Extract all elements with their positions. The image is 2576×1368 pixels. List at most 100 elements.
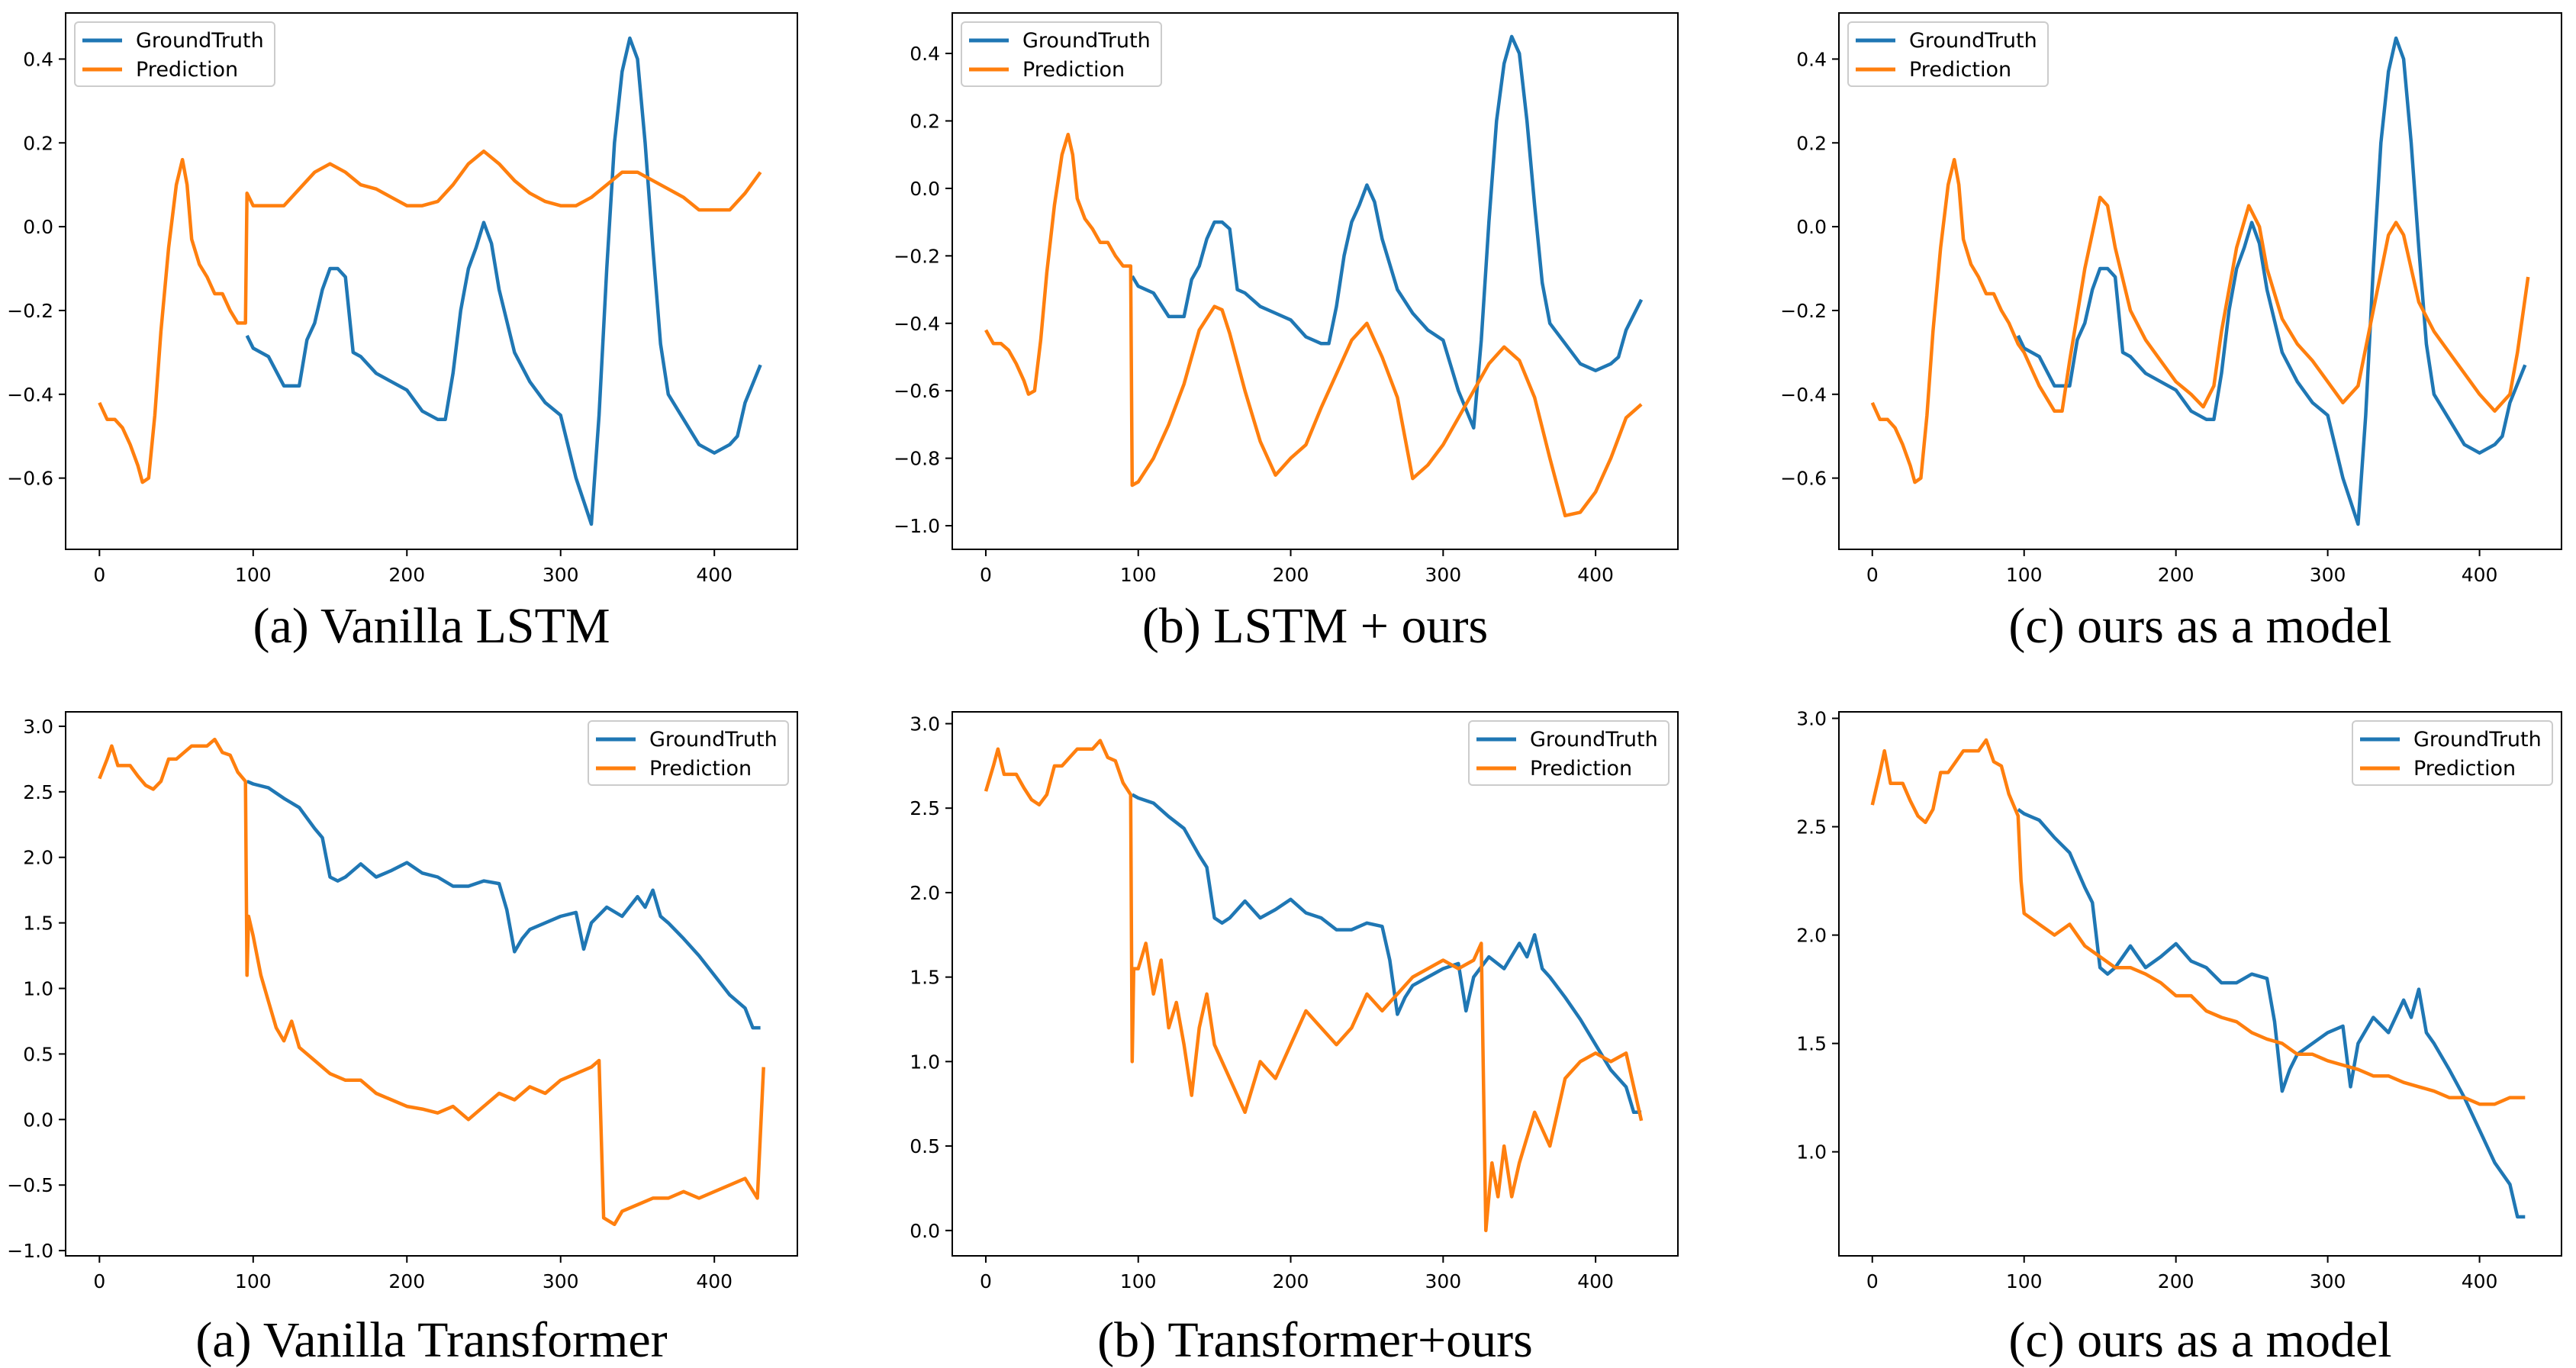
prediction-line <box>98 149 762 484</box>
plot-frame <box>952 12 1679 550</box>
prediction-line <box>984 739 1644 1233</box>
legend-label: GroundTruth <box>1530 728 1658 752</box>
plot-frame <box>1838 12 2562 550</box>
chart-caption: (b) LSTM + ours <box>1142 598 1488 654</box>
y-tick-label: 2.0 <box>910 882 940 904</box>
y-tick-label: 1.0 <box>910 1051 940 1073</box>
x-tick-label: 100 <box>2006 564 2043 586</box>
y-tick-label: −0.6 <box>7 468 53 490</box>
groundtruth-line <box>2017 807 2526 1219</box>
y-tick-label: 1.0 <box>23 978 53 1000</box>
y-tick-label: 2.5 <box>23 781 53 803</box>
legend-box <box>2352 720 2553 786</box>
x-tick-label: 100 <box>2006 1270 2043 1292</box>
x-tick-label: 200 <box>2158 1270 2194 1292</box>
chart-caption: (c) ours as a model <box>2008 1312 2391 1368</box>
y-tick-label: 2.0 <box>1796 925 1827 947</box>
x-tick-label: 0 <box>980 1270 992 1292</box>
x-tick-label: 200 <box>388 1270 425 1292</box>
y-tick-label: 1.5 <box>23 913 53 935</box>
chart-panel-5: 0 100 200 300 400 0.0 0.5 1.0 1.5 2.0 2.5 3.0 Ground… <box>910 711 1679 1368</box>
chart-caption: (b) Transformer+ours <box>1097 1312 1533 1368</box>
x-tick-label: 400 <box>2462 1270 2498 1292</box>
y-tick-label: −0.4 <box>7 384 53 406</box>
prediction-line <box>984 132 1643 518</box>
y-tick-label: 0.0 <box>910 178 940 200</box>
y-tick-label: 0.0 <box>23 216 53 238</box>
x-tick-label: 300 <box>1425 564 1461 586</box>
plot-frame <box>65 711 798 1257</box>
y-tick-label: −1.0 <box>894 515 940 537</box>
y-tick-label: 3.0 <box>23 716 53 738</box>
x-tick-label: 300 <box>543 564 579 586</box>
legend-box <box>74 21 275 87</box>
x-tick-label: 200 <box>2158 564 2194 586</box>
chart-caption: (c) ours as a model <box>2008 598 2391 654</box>
plot-frame <box>65 12 798 550</box>
legend: GroundTruth Prediction <box>2352 720 2553 786</box>
y-tick-label: 2.5 <box>1796 816 1827 839</box>
groundtruth-line <box>2016 36 2527 526</box>
legend-label: Prediction <box>1022 58 1125 82</box>
legend-label: GroundTruth <box>2413 728 2542 752</box>
legend-label: Prediction <box>136 58 238 82</box>
x-tick-label: 300 <box>2310 564 2346 586</box>
y-tick-label: 0.4 <box>1796 48 1827 70</box>
groundtruth-line <box>246 780 761 1030</box>
legend-label: GroundTruth <box>1022 29 1151 53</box>
y-tick-label: −1.0 <box>7 1240 53 1262</box>
x-tick-label: 200 <box>388 564 425 586</box>
x-tick-label: 0 <box>1866 564 1879 586</box>
y-tick-label: −0.4 <box>894 313 940 335</box>
y-tick-label: −0.4 <box>1780 384 1827 406</box>
x-tick-label: 400 <box>696 1270 733 1292</box>
groundtruth-line <box>245 36 762 526</box>
chart-panel-3: 0 100 200 300 400 −0.6 −0.4 −0.2 0.0 0.2 0.4 Ground… <box>1780 12 2562 654</box>
y-tick-label: 0.2 <box>910 110 940 132</box>
y-tick-label: 0.5 <box>23 1043 53 1065</box>
x-tick-label: 200 <box>1273 564 1309 586</box>
x-tick-label: 300 <box>1425 1270 1461 1292</box>
x-tick-label: 0 <box>1866 1270 1879 1292</box>
chart-panel-6: 0 100 200 300 400 1.0 1.5 2.0 2.5 3.0 GroundTruth P… <box>1796 708 2562 1368</box>
x-tick-label: 400 <box>1577 1270 1614 1292</box>
y-tick-label: 0.4 <box>910 43 940 65</box>
y-tick-label: −0.5 <box>7 1174 53 1196</box>
x-tick-label: 200 <box>1273 1270 1309 1292</box>
plot-frame <box>1838 711 2562 1257</box>
y-tick-label: 0.2 <box>1796 132 1827 154</box>
x-tick-label: 300 <box>2310 1270 2346 1292</box>
prediction-line <box>1870 738 2526 1106</box>
y-tick-label: −0.8 <box>894 448 940 470</box>
y-tick-label: 0.0 <box>1796 216 1827 238</box>
x-tick-label: 100 <box>235 564 272 586</box>
x-tick-label: 100 <box>1120 564 1157 586</box>
legend-label: Prediction <box>1530 757 1632 781</box>
legend: GroundTruth Prediction <box>588 720 789 786</box>
x-tick-label: 300 <box>543 1270 579 1292</box>
y-tick-label: 2.5 <box>910 797 940 819</box>
y-tick-label: 1.0 <box>1796 1141 1827 1164</box>
legend-label: GroundTruth <box>1909 29 2037 53</box>
x-tick-label: 400 <box>2462 564 2498 586</box>
prediction-line <box>98 737 765 1227</box>
y-tick-label: −0.6 <box>894 380 940 402</box>
legend: GroundTruth Prediction <box>1468 720 1670 786</box>
y-tick-label: 1.5 <box>910 967 940 989</box>
y-tick-label: 3.0 <box>910 713 940 736</box>
x-tick-label: 100 <box>235 1270 272 1292</box>
legend-label: Prediction <box>649 757 752 781</box>
y-tick-label: 0.2 <box>23 132 53 154</box>
y-tick-label: 0.5 <box>910 1135 940 1157</box>
legend: GroundTruth Prediction <box>74 21 275 87</box>
y-tick-label: 3.0 <box>1796 708 1827 730</box>
chart-panel-1: 0 100 200 300 400 −0.6 −0.4 −0.2 0.0 0.2 0.4 Ground… <box>7 12 798 654</box>
x-tick-label: 400 <box>1577 564 1614 586</box>
groundtruth-line <box>1130 34 1644 430</box>
legend-box <box>961 21 1162 87</box>
x-tick-label: 0 <box>980 564 992 586</box>
y-tick-label: −0.2 <box>1780 300 1827 322</box>
chart-panel-2: 0 100 200 300 400 −1.0 −0.8 −0.6 −0.4 −0.2 0.0 0.2 0… <box>894 12 1679 654</box>
plot-frame <box>952 711 1679 1257</box>
